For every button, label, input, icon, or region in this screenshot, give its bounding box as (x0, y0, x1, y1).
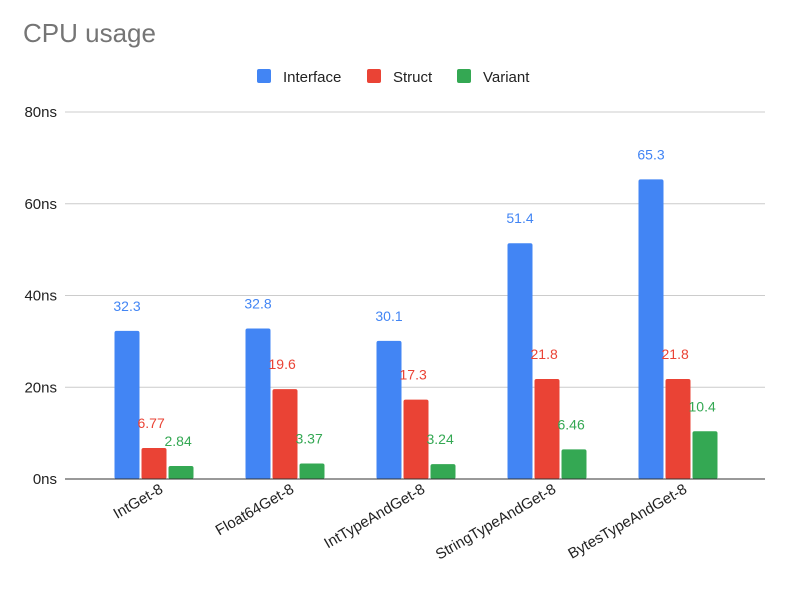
bar-struct-stringtypeandget-8 (534, 378, 560, 479)
x-tick-label: IntTypeAndGet-8 (321, 481, 428, 552)
legend-label-interface: Interface (283, 69, 341, 86)
bar-struct-inttypeandget-8 (403, 399, 429, 479)
data-label-variant: 3.37 (296, 431, 323, 447)
data-label-interface: 32.8 (244, 296, 271, 312)
legend-swatch-variant (457, 69, 471, 83)
bar-struct-bytestypeandget-8 (665, 378, 691, 479)
bar-variant-bytestypeandget-8 (692, 431, 718, 479)
bar-variant-float64get-8 (299, 463, 325, 479)
bar-variant-intget-8 (168, 465, 194, 479)
y-tick-label: 40ns (24, 288, 57, 305)
data-label-variant: 10.4 (689, 398, 716, 414)
x-tick-label: BytesTypeAndGet-8 (565, 481, 690, 563)
y-tick-label: 80ns (24, 104, 57, 121)
data-label-interface: 30.1 (375, 308, 402, 324)
data-label-interface: 65.3 (637, 146, 664, 162)
y-tick-label: 20ns (24, 379, 57, 396)
data-label-interface: 32.3 (113, 298, 140, 314)
bar-struct-intget-8 (141, 447, 167, 479)
bar-interface-float64get-8 (245, 328, 271, 479)
data-label-struct: 19.6 (269, 356, 296, 372)
y-tick-label: 0ns (33, 471, 57, 488)
bar-interface-intget-8 (114, 330, 140, 479)
data-label-struct: 21.8 (531, 346, 558, 362)
bar-interface-inttypeandget-8 (376, 340, 402, 479)
legend-label-variant: Variant (483, 69, 530, 86)
data-label-interface: 51.4 (506, 210, 533, 226)
data-label-variant: 2.84 (165, 433, 192, 449)
legend-swatch-interface (257, 69, 271, 83)
x-tick-label: Float64Get-8 (213, 481, 297, 539)
data-label-struct: 17.3 (400, 367, 427, 383)
legend-swatch-struct (367, 69, 381, 83)
data-label-variant: 6.46 (558, 416, 585, 432)
x-tick-label: StringTypeAndGet-8 (433, 481, 559, 564)
data-label-struct: 21.8 (662, 346, 689, 362)
bar-variant-stringtypeandget-8 (561, 449, 587, 479)
data-label-variant: 3.24 (427, 431, 454, 447)
y-tick-label: 60ns (24, 196, 57, 213)
x-tick-label: IntGet-8 (111, 481, 166, 523)
chart-title: CPU usage (23, 18, 156, 48)
legend-label-struct: Struct (393, 69, 433, 86)
bar-interface-bytestypeandget-8 (638, 179, 664, 479)
bar-variant-inttypeandget-8 (430, 464, 456, 479)
bar-struct-float64get-8 (272, 389, 298, 479)
data-label-struct: 6.77 (138, 415, 165, 431)
bar-interface-stringtypeandget-8 (507, 243, 533, 479)
